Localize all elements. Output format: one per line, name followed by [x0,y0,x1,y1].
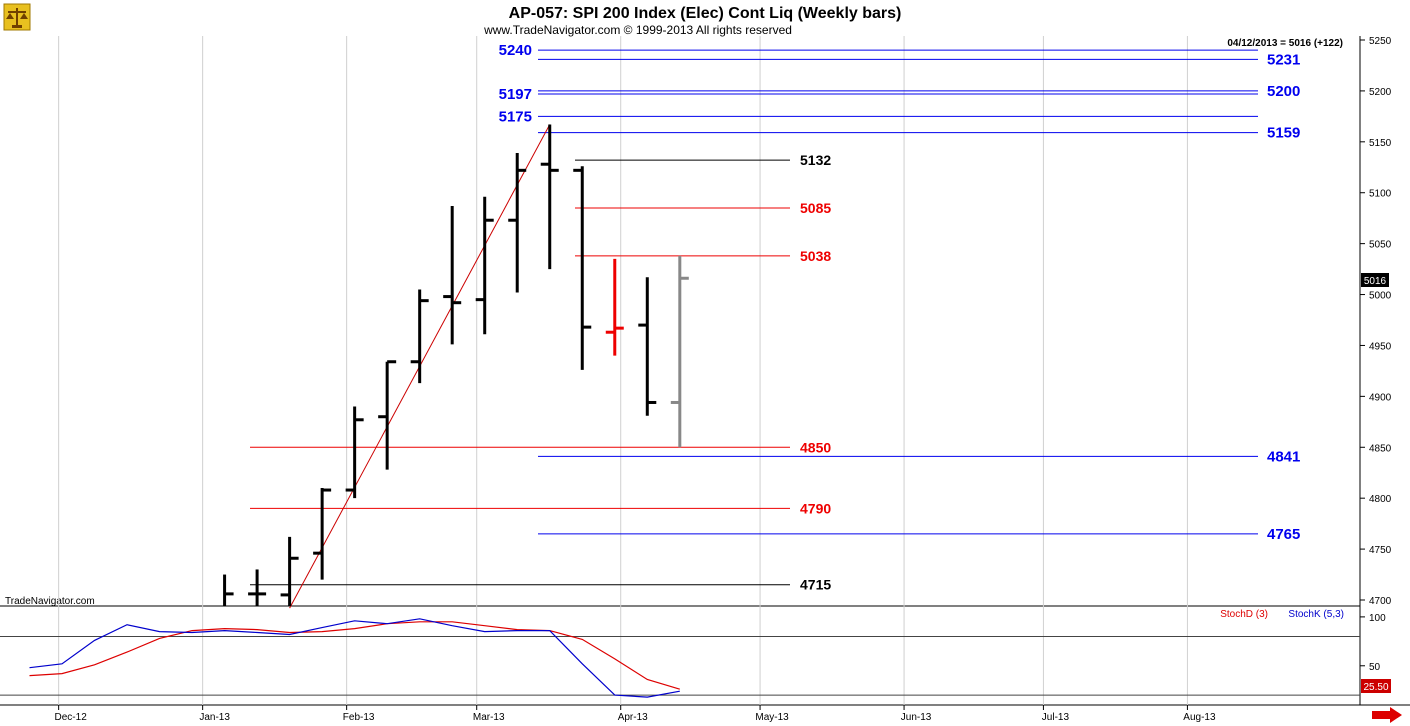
ohlc-bar [638,277,657,416]
level-label-4790: 4790 [800,500,831,516]
price-tick-label: 5000 [1369,291,1392,302]
stoch-tick-label: 50 [1369,662,1381,673]
ohlc-bar [410,289,429,384]
price-tick-label: 5200 [1369,87,1392,98]
stochastic-lines [29,618,680,698]
level-label-4715: 4715 [800,577,831,593]
ohlc-bar [248,569,267,606]
ohlc-bar [280,536,299,606]
level-label-5240: 5240 [499,42,532,59]
scales-logo-icon [3,3,31,31]
time-tick-label: Dec-12 [55,712,88,723]
level-label-5231: 5231 [1267,51,1300,68]
current-price-label: 5016 [1364,276,1387,287]
time-tick-label: Mar-13 [473,712,505,723]
chart-title: AP-057: SPI 200 Index (Elec) Cont Liq (W… [509,5,902,22]
ohlc-bar [508,153,527,293]
quote-readout: 04/12/2013 = 5016 (+122) [1227,38,1343,49]
time-axis: Dec-12 Jan-13 Feb-13 Mar-13 Apr-13 May-13 Jun-… [55,36,1216,723]
stoch-series-k [29,618,680,698]
level-lines: 5240 5231 5200 5197 5175 5159 5132 5085 5038 4850… [250,42,1300,593]
stoch-value-badge [1361,679,1391,693]
copyright-text: www.TradeNavigator.com © 1999-2013 All r… [483,23,792,37]
price-axis: 4700 4750 4800 4850 4900 4950 5000 5050 5100 5150… [1360,36,1392,607]
ohlc-bar [443,205,462,345]
level-label-5085: 5085 [800,200,831,216]
level-label-5200: 5200 [1267,83,1300,100]
price-tick-label: 5250 [1369,36,1392,47]
level-label-4765: 4765 [1267,526,1300,543]
time-tick-label: Feb-13 [343,712,375,723]
level-label-5038: 5038 [800,248,831,264]
watermark-text: TradeNavigator.com [5,596,95,607]
level-label-5197: 5197 [499,86,532,103]
ohlc-bars [223,124,689,606]
price-tick-label: 4750 [1369,545,1392,556]
ohlc-bar [313,488,332,580]
level-label-4841: 4841 [1267,448,1300,465]
stoch-tick-label: 100 [1369,613,1386,624]
stochastic-axis: 50 100 [0,613,1386,696]
stoch-value-label: 25.50 [1363,682,1388,693]
ohlc-bar [475,196,494,335]
current-price-badge [1361,273,1389,287]
time-tick-label: Jul-13 [1042,712,1070,723]
ohlc-bar [345,406,364,499]
time-tick-label: May-13 [755,712,789,723]
price-tick-label: 4850 [1369,443,1392,454]
ohlc-bar [223,574,234,606]
price-tick-label: 4800 [1369,494,1392,505]
level-label-5132: 5132 [800,152,831,168]
ohlc-bar [605,258,624,356]
level-label-4850: 4850 [800,439,831,455]
price-tick-label: 5150 [1369,138,1392,149]
level-label-5175: 5175 [499,108,532,125]
right-arrow-icon[interactable] [1372,707,1402,723]
stoch-series-d [29,621,680,690]
price-tick-label: 4900 [1369,392,1392,403]
price-tick-label: 5100 [1369,189,1392,200]
time-tick-label: Apr-13 [618,712,648,723]
time-tick-label: Jan-13 [199,712,230,723]
time-tick-label: Aug-13 [1183,712,1216,723]
price-tick-label: 4950 [1369,341,1392,352]
price-tick-label: 5050 [1369,240,1392,251]
ohlc-bar [573,166,592,370]
ohlc-bar [540,124,559,270]
ohlc-bar [670,255,689,448]
level-label-5159: 5159 [1267,125,1300,142]
stochd-legend: StochD (3) [1220,609,1268,620]
ohlc-bar [378,360,397,470]
price-tick-label: 4700 [1369,596,1392,607]
time-tick-label: Jun-13 [901,712,932,723]
stochk-legend: StochK (5,3) [1288,609,1344,620]
